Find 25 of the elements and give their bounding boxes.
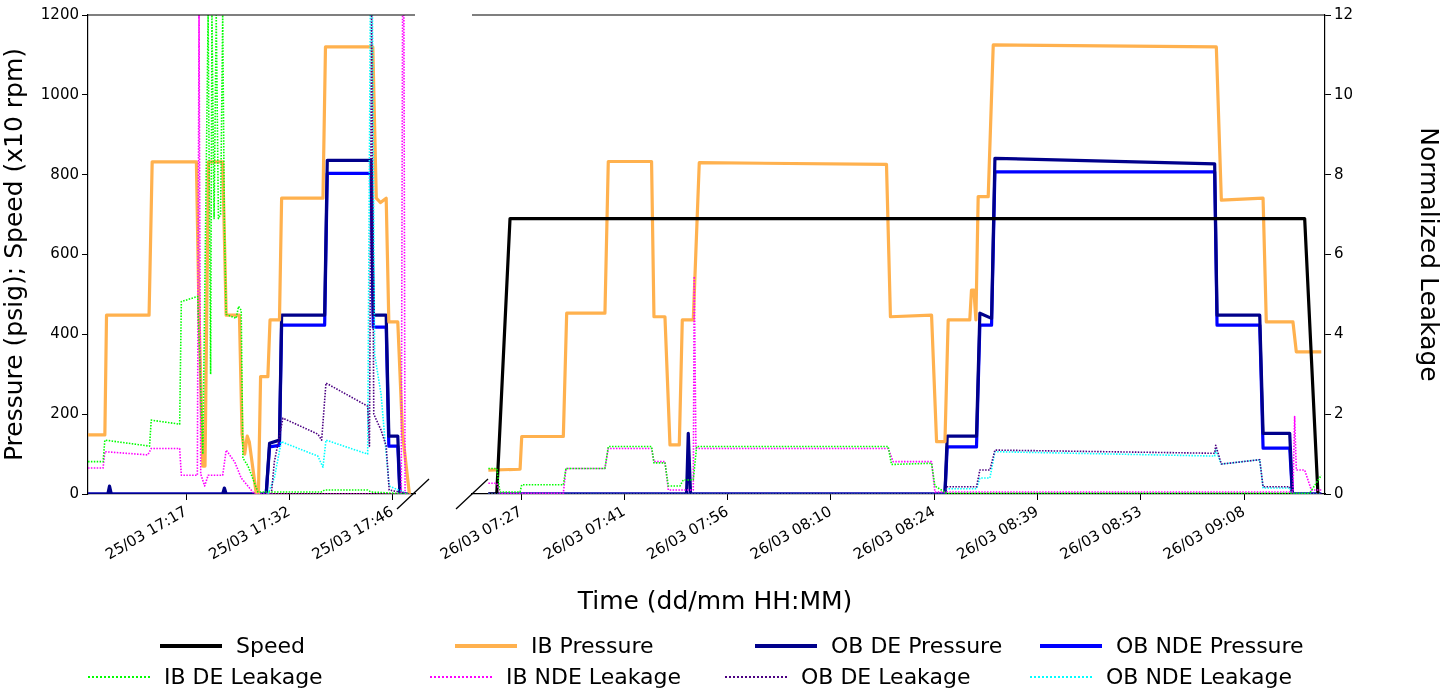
y2-tick-label: 8 — [1334, 164, 1344, 183]
y2-tick-label: 2 — [1334, 404, 1344, 423]
y-tick-label: 200 — [50, 404, 79, 423]
legend-label: OB DE Pressure — [831, 633, 1003, 658]
y-tick-label: 0 — [69, 483, 79, 502]
y2-axis-title: Normalized Leakage — [1414, 127, 1442, 382]
x-axis-title: Time (dd/mm HH:MM) — [576, 586, 854, 615]
y-tick-label: 600 — [50, 244, 79, 263]
legend-label: OB NDE Leakage — [1106, 664, 1292, 689]
y2-tick-label: 10 — [1334, 84, 1354, 103]
legend-label: Speed — [236, 633, 305, 658]
legend-label: OB DE Leakage — [801, 664, 971, 689]
y-tick-label: 1000 — [40, 84, 79, 103]
legend-label: IB DE Leakage — [164, 664, 323, 689]
legend-label: IB Pressure — [531, 633, 654, 658]
y-tick-label: 1200 — [40, 4, 79, 23]
y-axis-title: Pressure (psig); Speed (x10 rpm) — [0, 47, 28, 462]
legend-label: IB NDE Leakage — [506, 664, 682, 689]
y2-tick-label: 6 — [1334, 244, 1344, 263]
legend-label: OB NDE Pressure — [1116, 633, 1304, 658]
y-tick-label: 800 — [50, 164, 79, 183]
y2-tick-label: 4 — [1334, 324, 1344, 343]
y2-tick-label: 0 — [1334, 483, 1344, 502]
y-tick-label: 400 — [50, 324, 79, 343]
y2-tick-label: 12 — [1334, 4, 1354, 23]
